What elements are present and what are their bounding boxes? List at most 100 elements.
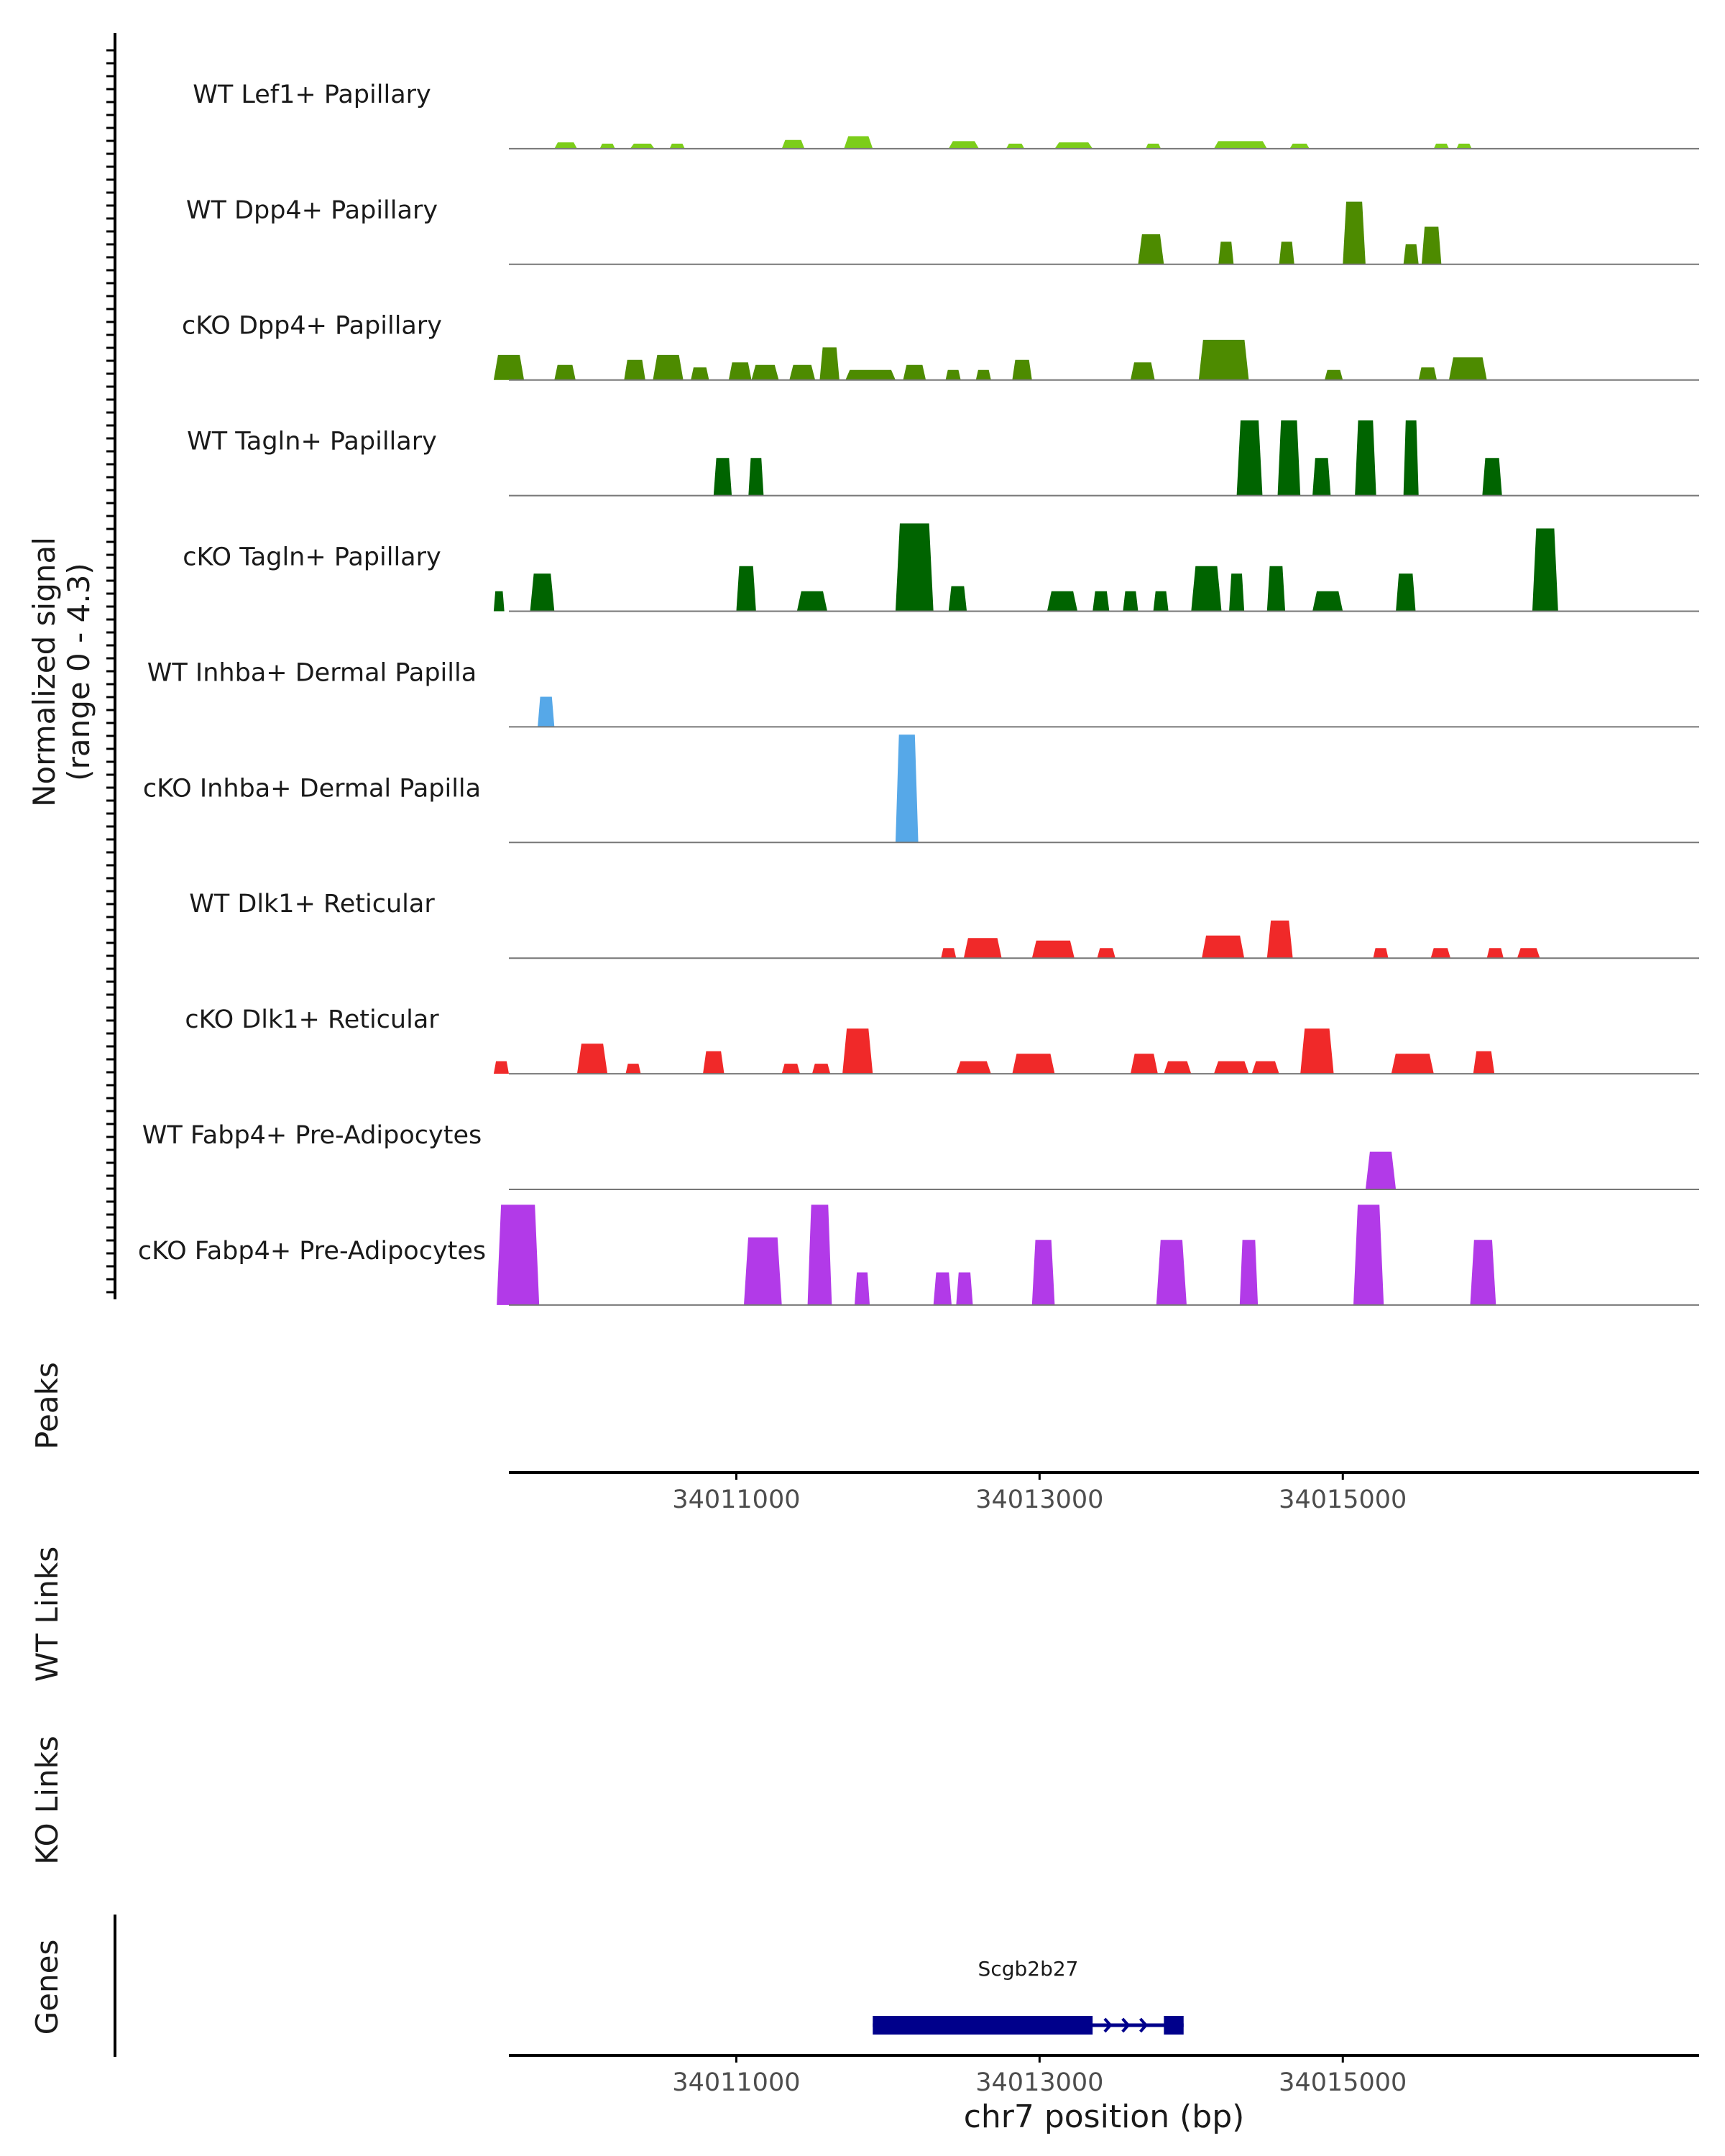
genes-x-axis-ticks: 34011000 34013000 34015000 <box>672 2055 1407 2097</box>
coverage-peak <box>728 362 752 380</box>
coverage-peak <box>1218 241 1234 264</box>
coverage-peak <box>1300 1028 1334 1074</box>
coverage-peak <box>538 696 555 727</box>
coverage-peak <box>854 1272 870 1305</box>
coverage-peak <box>895 734 919 843</box>
coverage-peak <box>736 566 756 612</box>
coverage-peak <box>1164 1061 1192 1074</box>
gene-model: Scgb2b27 <box>873 1957 1184 2035</box>
coverage-peak <box>1006 143 1025 149</box>
coverage-track: WT Dpp4+ Papillary <box>186 196 1699 265</box>
signal-y-axis <box>106 33 116 1299</box>
coverage-peak <box>1202 935 1245 959</box>
coverage-peak <box>1229 573 1245 612</box>
coverage-peak <box>1396 573 1416 612</box>
x-tick-label: 34013000 <box>975 2068 1103 2097</box>
coverage-peak <box>1430 948 1451 959</box>
coverage-peak <box>941 948 957 959</box>
coverage-peak <box>1421 226 1442 264</box>
coverage-peak <box>1198 339 1249 380</box>
coverage-peak <box>807 1204 832 1305</box>
coverage-peak <box>748 458 764 496</box>
coverage-peak <box>1343 201 1366 264</box>
coverage-peak <box>1470 1240 1496 1305</box>
y-axis-label-line1: Normalized signal <box>27 537 62 807</box>
coverage-track: WT Inhba+ Dermal Papilla <box>147 658 1699 728</box>
track-label: cKO Fabp4+ Pre-Adipocytes <box>138 1237 486 1266</box>
coverage-peak <box>1123 591 1138 612</box>
gene-annotations: Scgb2b27 <box>873 1957 1184 2035</box>
coverage-peak <box>842 1028 873 1074</box>
peaks-x-axis-ticks: 34011000 34013000 34015000 <box>672 1473 1407 1514</box>
coverage-peak <box>1486 948 1504 959</box>
coverage-peak <box>1012 1054 1055 1074</box>
coverage-track: cKO Tagln+ Papillary <box>183 523 1699 612</box>
coverage-peak <box>1239 1240 1259 1305</box>
coverage-peak <box>895 523 934 612</box>
coverage-peak <box>948 141 979 149</box>
coverage-peak <box>1031 1240 1055 1305</box>
coverage-peak <box>956 1272 973 1305</box>
coverage-peak <box>948 586 967 612</box>
x-tick-label: 34015000 <box>1279 1485 1407 1514</box>
coverage-peak <box>1289 143 1310 149</box>
coverage-peak <box>669 143 685 149</box>
coverage-peak <box>1236 420 1263 496</box>
track-label: WT Lef1+ Papillary <box>193 80 431 109</box>
coverage-peak <box>1097 948 1116 959</box>
peaks-panel-label: Peaks <box>29 1362 65 1450</box>
coverage-peak <box>624 359 645 380</box>
coverage-track: cKO Dlk1+ Reticular <box>185 1005 1699 1075</box>
coverage-peak <box>1324 369 1343 380</box>
wt-links-panel-label: WT Links <box>29 1547 65 1682</box>
coverage-peak <box>956 1061 991 1074</box>
coverage-track: cKO Fabp4+ Pre-Adipocytes <box>138 1204 1699 1306</box>
gene-strand-arrow <box>1103 2017 1113 2033</box>
coverage-peak <box>963 938 1002 959</box>
coverage-peak <box>781 139 805 149</box>
x-tick-label: 34011000 <box>672 2068 800 2097</box>
coverage-peak <box>945 369 961 380</box>
coverage-peak <box>845 369 896 380</box>
genes-panel-label: Genes <box>29 1940 65 2035</box>
coverage-peak <box>1213 1061 1249 1074</box>
coverage-peak <box>975 369 991 380</box>
signal-y-axis-ticks <box>106 49 115 1294</box>
coverage-peak <box>554 142 577 149</box>
coverage-peak <box>1130 362 1155 380</box>
coverage-peak <box>576 1044 608 1074</box>
coverage-peak <box>1312 458 1331 496</box>
coverage-peak <box>625 1064 641 1074</box>
track-label: WT Dpp4+ Papillary <box>186 196 438 225</box>
coverage-peak <box>1418 367 1438 380</box>
coverage-peak <box>1473 1051 1495 1074</box>
gene-strand-arrow <box>1139 2017 1149 2033</box>
coverage-peak <box>903 364 926 380</box>
coverage-peak <box>1433 143 1449 149</box>
coverage-tracks: WT Lef1+ Papillary WT Dpp4+ Papillary cKO … <box>138 80 1699 1306</box>
coverage-peak <box>1355 420 1376 496</box>
coverage-track: WT Dlk1+ Reticular <box>189 890 1699 959</box>
x-tick-label: 34013000 <box>975 1485 1103 1514</box>
coverage-peak <box>933 1272 952 1305</box>
coverage-peak <box>691 367 709 380</box>
track-label: cKO Inhba+ Dermal Papilla <box>143 774 481 803</box>
coverage-peak <box>493 591 505 612</box>
track-label: cKO Dlk1+ Reticular <box>185 1005 439 1034</box>
coverage-peak <box>1373 948 1389 959</box>
coverage-peak <box>1266 920 1293 959</box>
x-tick-label: 34015000 <box>1279 2068 1407 2097</box>
coverage-peak <box>1353 1204 1384 1305</box>
x-tick-label: 34011000 <box>672 1485 800 1514</box>
coverage-peak <box>1456 143 1472 149</box>
coverage-peak <box>703 1051 724 1074</box>
gene-exon-block <box>873 2016 1093 2035</box>
coverage-peak <box>1251 1061 1279 1074</box>
coverage-peak <box>599 143 615 149</box>
coverage-peak <box>796 591 828 612</box>
coverage-track: cKO Inhba+ Dermal Papilla <box>143 734 1699 844</box>
x-axis-label: chr7 position (bp) <box>964 2099 1245 2135</box>
coverage-peak <box>1365 1151 1397 1189</box>
coverage-peak <box>811 1064 831 1074</box>
